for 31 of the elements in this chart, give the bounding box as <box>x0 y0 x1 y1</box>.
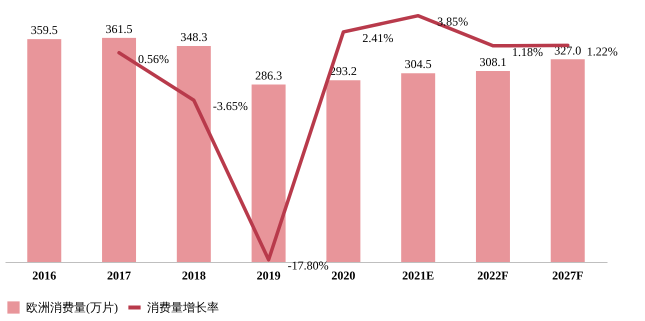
legend-label: 欧洲消费量(万片) <box>26 300 118 314</box>
data-label: 1.22% <box>586 44 618 58</box>
data-label: 1.18% <box>512 44 543 59</box>
x-tick-label: 2017 <box>107 268 132 282</box>
bar <box>401 73 436 262</box>
data-label: 348.3 <box>180 30 208 44</box>
x-tick-label: 2019 <box>256 268 281 282</box>
data-label: 308.1 <box>479 54 506 69</box>
bar <box>102 38 136 262</box>
bar <box>27 39 62 262</box>
legend-label: 消费量增长率 <box>147 300 219 314</box>
data-label: 3.85% <box>437 14 468 29</box>
data-label: -3.65% <box>212 99 248 114</box>
data-label: 359.5 <box>30 23 58 38</box>
data-label: 2.41% <box>362 30 394 45</box>
x-tick-label: 2018 <box>182 268 206 282</box>
x-tick-label: 2027F <box>552 268 584 282</box>
data-label: 361.5 <box>106 22 133 36</box>
bar <box>176 46 211 262</box>
data-label: 286.3 <box>255 68 282 82</box>
x-tick-label: 2021E <box>402 268 434 282</box>
x-tick-label: 2016 <box>32 268 56 282</box>
data-label: -17.80% <box>288 258 329 273</box>
x-tick-label: 2022F <box>477 268 509 282</box>
x-tick-label: 2020 <box>331 268 356 282</box>
bar <box>252 84 286 262</box>
data-label: 0.56% <box>138 52 170 66</box>
data-label: 304.5 <box>404 57 432 72</box>
bar <box>550 59 585 262</box>
bar <box>476 70 510 262</box>
bar <box>326 80 360 262</box>
